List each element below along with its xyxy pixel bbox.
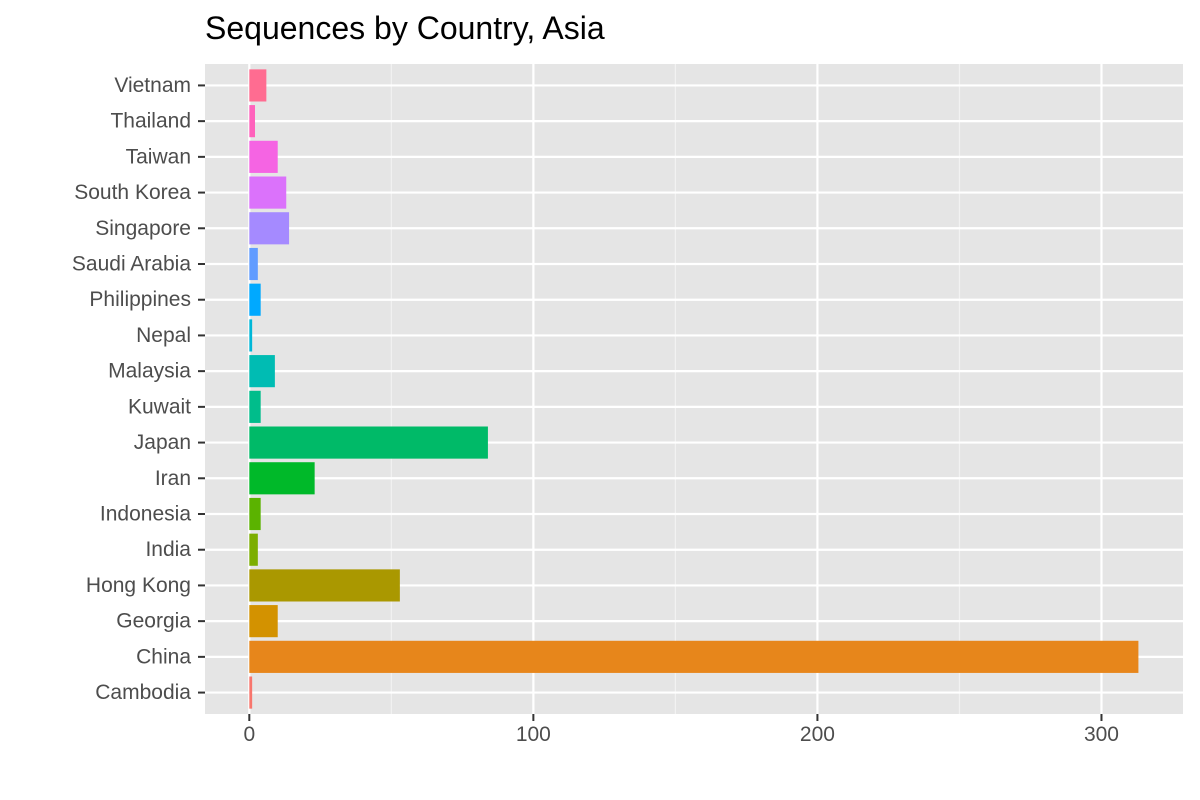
y-tick-label: Japan: [134, 431, 191, 454]
y-tick-label: Saudi Arabia: [72, 253, 191, 276]
y-tick-label: Georgia: [116, 610, 191, 633]
x-tick-label: 300: [1084, 723, 1119, 746]
bar-philippines: [249, 283, 261, 316]
bar-saudi-arabia: [249, 247, 258, 281]
bar-thailand: [249, 105, 255, 138]
x-tick-label: 200: [800, 723, 835, 746]
bar-south-korea: [249, 176, 287, 209]
y-axis: Cambodia China Georgia Hong Kong India Indone…: [72, 74, 205, 704]
bar-iran: [249, 462, 315, 495]
bar-japan: [249, 426, 488, 459]
bar-india: [249, 533, 258, 566]
plot-panel: [205, 64, 1183, 714]
y-tick-label: Singapore: [95, 217, 191, 240]
y-tick-label: Kuwait: [128, 395, 191, 418]
bar-taiwan: [249, 140, 278, 173]
bars: [249, 69, 1139, 709]
bar-vietnam: [249, 69, 267, 102]
y-tick-label: India: [145, 538, 191, 561]
x-tick-label: 0: [243, 723, 255, 746]
bar-kuwait: [249, 390, 261, 423]
bar-cambodia: [249, 676, 253, 709]
chart-title: Sequences by Country, Asia: [205, 10, 605, 46]
y-tick-label: Indonesia: [100, 503, 191, 526]
bar-georgia: [249, 605, 278, 638]
y-tick-label: South Korea: [74, 181, 191, 204]
bar-indonesia: [249, 497, 261, 531]
minor-gridlines: [390, 64, 961, 714]
bar-singapore: [249, 212, 290, 245]
bar-nepal: [249, 319, 253, 352]
y-tick-label: Taiwan: [126, 145, 191, 168]
y-tick-label: Philippines: [89, 288, 191, 311]
y-tick-label: China: [136, 645, 191, 668]
y-tick-label: Malaysia: [108, 360, 191, 383]
y-tick-label: Nepal: [136, 324, 191, 347]
bar-china: [249, 640, 1139, 673]
y-tick-label: Thailand: [110, 110, 191, 133]
x-tick-label: 100: [516, 723, 551, 746]
x-axis: 0 100 200 300: [243, 714, 1119, 746]
y-tick-label: Hong Kong: [86, 574, 191, 597]
bar-hong-kong: [249, 569, 400, 602]
y-tick-label: Vietnam: [114, 74, 191, 97]
bar-malaysia: [249, 355, 275, 388]
y-tick-label: Iran: [155, 467, 191, 490]
y-tick-label: Cambodia: [95, 681, 191, 704]
